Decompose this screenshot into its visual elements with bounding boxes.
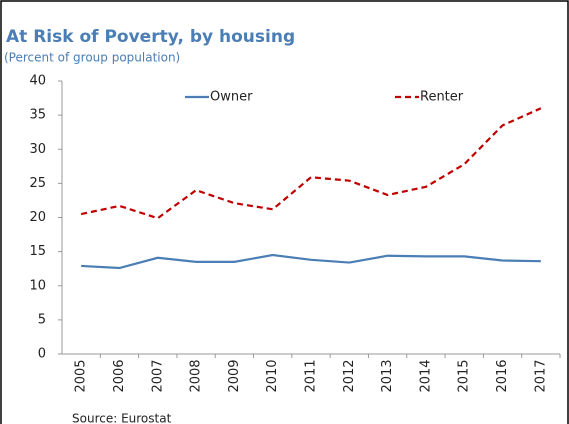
line-series xyxy=(80,107,542,220)
y-tick-label: 5 xyxy=(38,312,46,327)
y-tick-label: 10 xyxy=(29,278,46,293)
x-tick-label: 2017 xyxy=(533,359,548,392)
chart-title: At Risk of Poverty, by housing xyxy=(6,27,295,47)
x-tick-label: 2008 xyxy=(189,359,204,392)
y-tick-label: 35 xyxy=(29,108,46,123)
y-tick-label: 0 xyxy=(38,347,46,362)
chart-subtitle: (Percent of group population) xyxy=(4,51,180,65)
x-tick-label: 2016 xyxy=(495,359,510,392)
x-tick-label: 2011 xyxy=(304,359,319,392)
line-series xyxy=(81,253,541,270)
y-tick-label: 15 xyxy=(29,244,46,259)
x-tick-label: 2013 xyxy=(380,359,395,392)
x-tick-label: 2012 xyxy=(342,359,357,392)
legend-label: Renter xyxy=(420,90,464,105)
legend-label: Owner xyxy=(210,90,253,105)
x-tick-label: 2005 xyxy=(74,359,89,392)
x-tick-label: 2014 xyxy=(418,359,433,392)
y-tick-label: 20 xyxy=(29,210,46,225)
x-tick-label: 2015 xyxy=(457,359,472,392)
source: Source: Eurostat xyxy=(72,412,172,424)
y-tick-label: 25 xyxy=(29,176,46,191)
x-tick-label: 2009 xyxy=(227,359,242,392)
x-tick-label: 2006 xyxy=(112,359,127,392)
y-tick-label: 30 xyxy=(29,142,46,157)
y-tick-label: 40 xyxy=(29,74,46,89)
x-tick-label: 2010 xyxy=(265,359,280,392)
x-tick-label: 2007 xyxy=(150,359,165,392)
